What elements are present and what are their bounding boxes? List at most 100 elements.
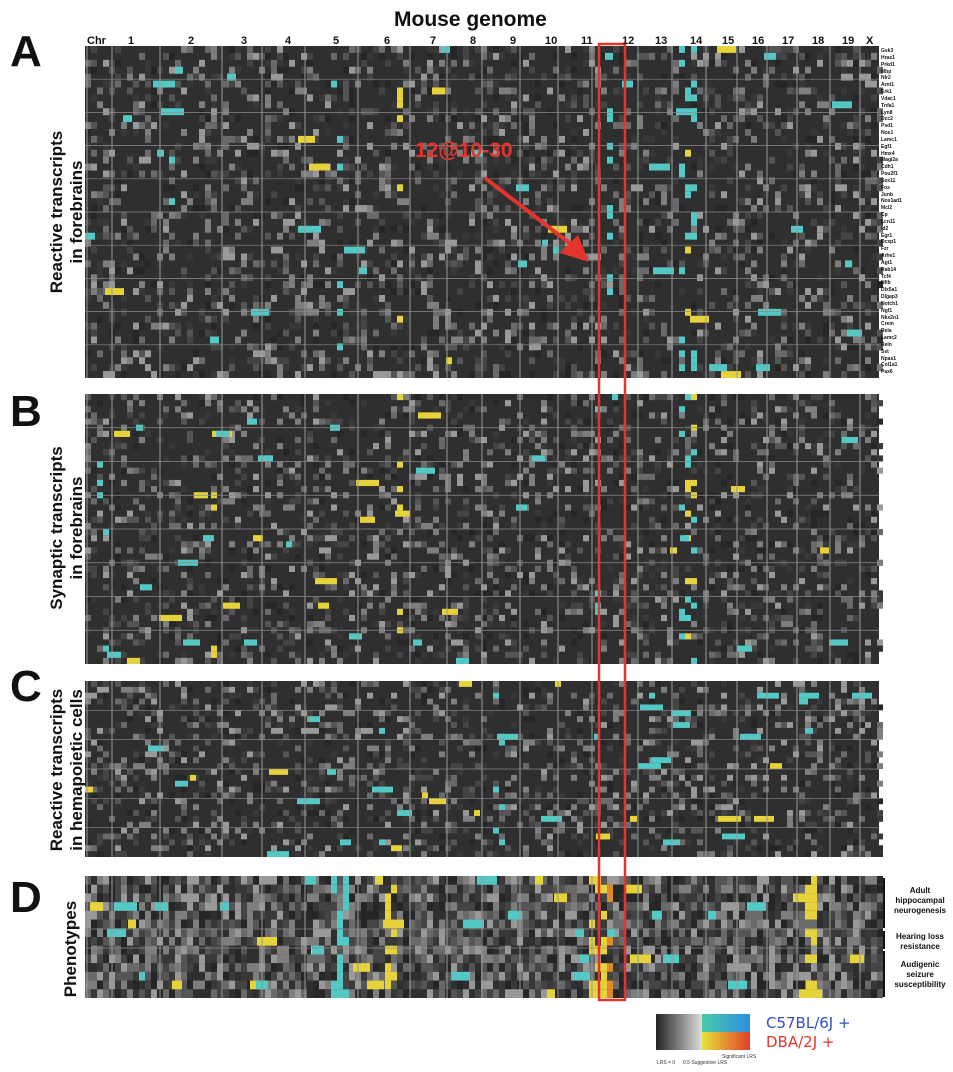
legend-gray-bar <box>656 1014 702 1050</box>
callout-arrowhead <box>560 235 589 262</box>
chromosome-label: 6 <box>384 35 391 47</box>
gene-label: Gsk3 <box>881 48 894 54</box>
chr12-highlight-box <box>597 42 627 1002</box>
panel-c-label-line2: in hemapoietic cells <box>67 689 86 851</box>
chromosome-label: 18 <box>812 35 825 47</box>
chromosome-label: 13 <box>655 35 668 47</box>
gene-label: Vdac1 <box>881 95 896 102</box>
legend-c57-bar <box>702 1014 750 1032</box>
phenotype-bracket-seizure <box>883 951 888 997</box>
chromosome-label: 8 <box>470 35 477 47</box>
legend-lrs0: LRS = 0 <box>657 1060 676 1066</box>
phenotype-0-line3: neurogenesis <box>893 906 946 915</box>
panel-letter-b: B <box>10 387 42 436</box>
gene-label: Magi2a <box>881 157 898 164</box>
panel-d-label: Phenotypes <box>61 899 83 999</box>
gene-label: Cp <box>881 212 888 218</box>
chromosome-label: 5 <box>333 35 340 47</box>
chromosome-label: 4 <box>285 35 292 47</box>
chromosome-label: 2 <box>188 35 195 47</box>
gene-label: Lcn11 <box>881 218 896 225</box>
gene-label: Arhe1 <box>881 253 896 259</box>
panel-c-label: Reactive transcripts in hemapoietic cell… <box>47 672 91 868</box>
panel-a-label-line2: in forebrains <box>67 160 86 264</box>
chromosome-label: 10 <box>545 35 558 47</box>
chromosome-label: 3 <box>241 35 248 47</box>
gene-label: Nlr2 <box>881 75 891 82</box>
chromosome-label: Chr <box>87 35 106 47</box>
panel-d-label-line1: Phenotypes <box>61 900 80 998</box>
gene-label: Reln <box>881 341 892 348</box>
chromosome-label: 17 <box>782 35 795 47</box>
gene-label: Nkx2n1 <box>881 314 899 321</box>
gene-label: Hras1 <box>881 54 895 61</box>
panel-letter-c: C <box>10 662 42 711</box>
gene-label: Cdh1 <box>881 164 894 171</box>
phenotype-label-hearing: Hearing loss resistance <box>888 932 952 952</box>
gene-label: Mbp <box>881 68 892 75</box>
gene-label: Dlx5a1 <box>881 287 898 294</box>
chromosome-label: 16 <box>752 35 765 47</box>
phenotype-label-neurogenesis: Adult hippocampal neurogenesis <box>888 886 952 916</box>
gene-label: Lyn8 <box>881 109 893 116</box>
panel-d-heatmap-cells <box>85 876 883 998</box>
gene-label: Sst <box>881 348 889 355</box>
gene-label: Pax6 <box>881 369 893 376</box>
gene-label: Crem <box>881 321 894 328</box>
gene-label: Lamc1 <box>881 136 897 143</box>
gene-label: Fzr <box>881 246 889 253</box>
gene-label: Dlgap3 <box>881 294 898 300</box>
legend-c57: C57BL/6J + <box>766 1014 851 1032</box>
chromosome-label: X <box>866 35 874 47</box>
gene-label: Erk1 <box>881 89 892 95</box>
panel-letter-a: A <box>10 27 42 76</box>
chromosome-label: 1 <box>128 35 135 47</box>
gene-label: Agt1 <box>881 259 893 266</box>
legend-dba: DBA/2J + <box>766 1033 835 1051</box>
phenotype-2-line1: Audigenic <box>900 960 940 969</box>
phenotype-bracket-neurogenesis <box>883 878 888 928</box>
phenotype-label-seizure: Audigenic seizure susceptibility <box>888 960 952 990</box>
gene-label: Nos1ad1 <box>881 198 902 205</box>
gene-label: Rela <box>881 328 892 335</box>
gene-label: Junb <box>881 191 893 198</box>
gene-label: Fos <box>881 184 890 191</box>
gene-label: Rab14 <box>881 266 897 273</box>
chromosome-label: 7 <box>430 35 437 47</box>
gene-label: Ngf1 <box>881 307 893 314</box>
gene-label: Tnfa1 <box>881 102 895 109</box>
gene-label: Hmx4 <box>881 150 895 157</box>
panel-b-label-line1: Synaptic transcripts <box>47 446 66 610</box>
gene-label: Dcc2 <box>881 116 893 123</box>
gene-label: Dcxp1 <box>881 239 897 246</box>
panel-a-label-line1: Reactive transcripts <box>47 130 66 294</box>
gene-label: Arnt1 <box>881 82 895 89</box>
phenotype-0-line2: hippocampal <box>895 896 945 905</box>
chromosome-label: 11 <box>581 35 593 47</box>
gene-label: Prkd1 <box>881 61 895 68</box>
phenotype-0-line1: Adult <box>909 886 931 895</box>
gene-label: Psd1 <box>881 123 893 130</box>
chromosome-label: 9 <box>510 35 517 47</box>
legend-dba-bar <box>702 1032 750 1050</box>
gene-label: Sox11 <box>881 177 896 184</box>
gene-label: Nos1 <box>881 130 894 136</box>
panel-b-label: Synaptic transcripts in forebrains <box>47 423 91 633</box>
legend-suggestive: 0.5 Suggestive LRS <box>683 1060 728 1066</box>
chromosome-label: 15 <box>722 35 735 47</box>
phenotype-2-line3: susceptibility <box>894 980 946 989</box>
gene-label: Notch1 <box>881 300 898 307</box>
legend-significant: Significant LRS <box>722 1054 757 1060</box>
phenotype-bracket-hearing <box>883 931 888 949</box>
panel-b-heatmap-cells <box>85 394 883 664</box>
figure-title: Mouse genome <box>394 8 547 31</box>
gene-label: Id2 <box>881 225 889 232</box>
phenotype-1-line2: resistance <box>900 942 940 951</box>
gene-label: Nfib <box>881 280 891 287</box>
gene-label: Pou2f1 <box>881 171 898 177</box>
gene-label: Col1a1 <box>881 362 898 369</box>
gene-label: Mcl2 <box>881 205 893 212</box>
gene-label: Egf1 <box>881 143 892 150</box>
chromosome-label: 14 <box>690 35 703 47</box>
